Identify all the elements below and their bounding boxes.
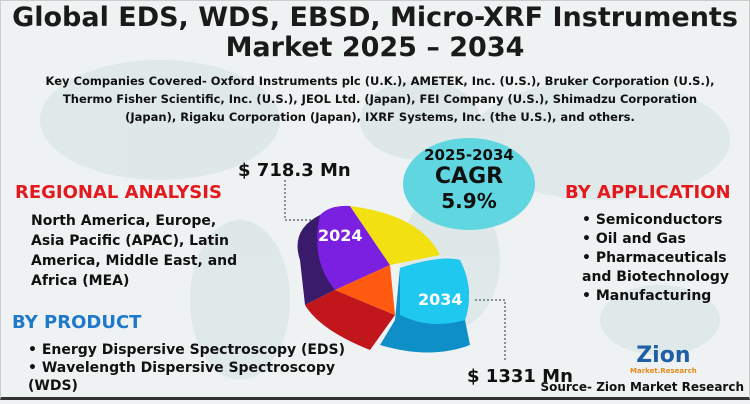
logo-tagline: Market.Research [630, 367, 697, 375]
pie-side-red [305, 290, 395, 350]
zion-logo: Zion Market.Research [630, 343, 697, 376]
page-title: Global EDS, WDS, EBSD, Micro-XRF Instrum… [0, 3, 750, 63]
application-item: Semiconductors [582, 211, 747, 230]
value-2034: $ 1331 Mn [467, 366, 573, 387]
product-item: Wavelength Dispersive Spectroscopy (WDS) [28, 359, 348, 395]
pie-slice-orange [335, 265, 395, 315]
regional-heading: REGIONAL ANALYSIS [15, 182, 222, 203]
logo-name: Zion [636, 343, 691, 368]
pie-slice-yellow [350, 206, 440, 265]
cagr-value: 5.9% [441, 189, 497, 213]
title-line-2: Market 2025 – 2034 [225, 32, 525, 63]
leader-line-2024 [284, 180, 320, 221]
application-item: Pharmaceuticals and Biotechnology [582, 249, 747, 287]
source-text: Source- Zion Market Research [540, 380, 744, 394]
pie-slice-purple [317, 205, 390, 290]
label-2024: 2024 [318, 226, 363, 245]
label-2034: 2034 [418, 290, 463, 309]
application-item: Oil and Gas [582, 230, 747, 249]
key-companies: Key Companies Covered- Oxford Instrument… [45, 74, 715, 124]
pie-side-purple [297, 215, 335, 305]
cagr-period: 2025-2034 [424, 146, 514, 164]
cagr-label: CAGR [434, 164, 504, 189]
cagr-badge: 2025-2034 CAGR 5.9% [403, 138, 535, 230]
product-heading: BY PRODUCT [12, 312, 142, 333]
application-heading: BY APPLICATION [565, 182, 731, 203]
regional-text: North America, Europe, Asia Pacific (APA… [31, 213, 238, 289]
value-2024: $ 718.3 Mn [238, 160, 351, 181]
title-line-1: Global EDS, WDS, EBSD, Micro-XRF Instrum… [12, 2, 738, 33]
product-item: Energy Dispersive Spectroscopy (EDS) [28, 341, 348, 359]
leader-line-2034 [475, 299, 506, 360]
pie-slice-cyan [400, 258, 469, 324]
application-item: Manufacturing [582, 287, 747, 306]
